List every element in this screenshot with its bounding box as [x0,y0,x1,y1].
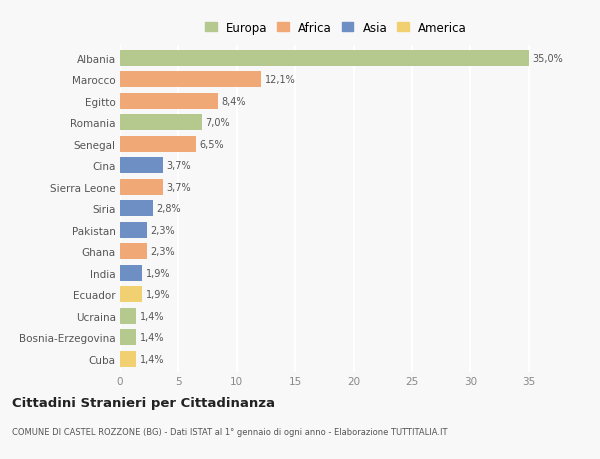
Bar [120,158,163,174]
Bar [120,115,202,131]
Text: 2,3%: 2,3% [151,247,175,257]
Text: 7,0%: 7,0% [205,118,230,128]
Bar [120,201,152,217]
Bar [120,179,163,196]
Text: 1,4%: 1,4% [140,332,164,342]
Text: 12,1%: 12,1% [265,75,296,85]
Text: 35,0%: 35,0% [532,54,563,64]
Bar [120,94,218,110]
Text: COMUNE DI CASTEL ROZZONE (BG) - Dati ISTAT al 1° gennaio di ogni anno - Elaboraz: COMUNE DI CASTEL ROZZONE (BG) - Dati IST… [12,427,448,436]
Text: 1,9%: 1,9% [146,268,170,278]
Text: 1,9%: 1,9% [146,290,170,300]
Text: 3,7%: 3,7% [167,182,191,192]
Text: Cittadini Stranieri per Cittadinanza: Cittadini Stranieri per Cittadinanza [12,396,275,409]
Legend: Europa, Africa, Asia, America: Europa, Africa, Asia, America [203,19,469,37]
Text: 1,4%: 1,4% [140,354,164,364]
Bar [120,244,147,260]
Text: 8,4%: 8,4% [221,97,246,106]
Text: 3,7%: 3,7% [167,161,191,171]
Bar [120,265,142,281]
Text: 2,3%: 2,3% [151,225,175,235]
Bar [120,222,147,238]
Text: 6,5%: 6,5% [199,140,224,150]
Bar [120,351,136,367]
Bar [120,51,529,67]
Text: 2,8%: 2,8% [156,204,181,214]
Text: 1,4%: 1,4% [140,311,164,321]
Bar [120,286,142,302]
Bar [120,308,136,324]
Bar [120,330,136,346]
Bar [120,72,261,88]
Bar [120,136,196,152]
